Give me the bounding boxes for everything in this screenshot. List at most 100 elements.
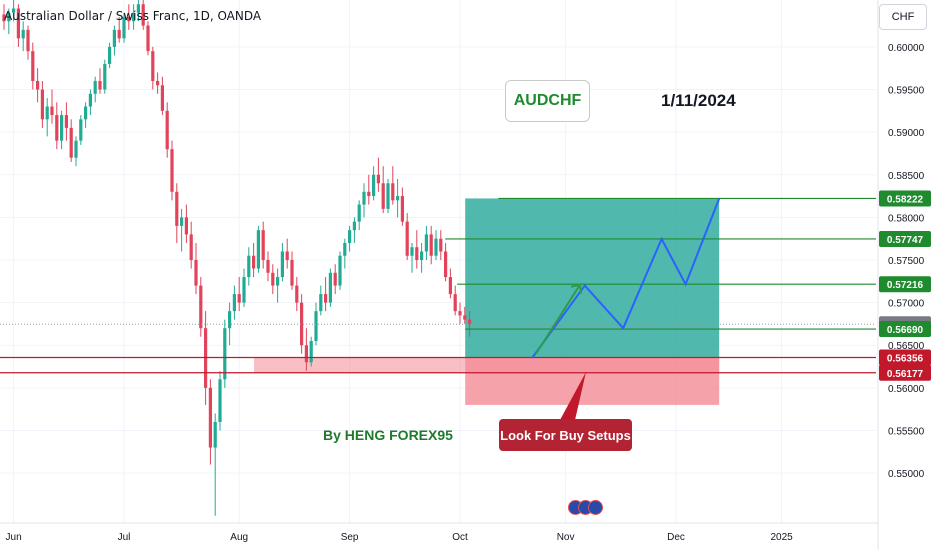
price-tag-label: 0.57747 <box>887 235 924 246</box>
candle-body <box>170 149 174 192</box>
price-tick-label: 0.58500 <box>888 171 925 182</box>
candle-body <box>117 29 121 39</box>
candle-body <box>295 285 299 303</box>
price-axis-background <box>878 0 932 550</box>
candle-body <box>386 183 390 209</box>
projection-path <box>531 198 721 420</box>
candle-body <box>319 294 323 312</box>
candle-body <box>429 234 433 256</box>
buy-setup-callout: Look For Buy Setups <box>499 419 632 451</box>
candle-body <box>184 217 188 235</box>
candle-body <box>237 294 241 303</box>
candle-body <box>40 89 44 120</box>
time-axis[interactable]: Jun Jul Aug Sep Oct Nov Dec 2025 <box>0 522 878 543</box>
candle-body <box>189 234 193 260</box>
candle-body <box>434 238 438 256</box>
candle-body <box>352 221 356 231</box>
candle-body <box>31 51 35 81</box>
time-tick-label: 2025 <box>770 532 793 543</box>
candle-body <box>247 255 251 278</box>
candle-body <box>103 63 107 90</box>
candle-body <box>64 115 68 128</box>
target-zone <box>465 198 720 358</box>
price-axis[interactable]: 0.60000 0.59500 0.59000 0.58500 0.58000 0.575… <box>877 0 932 550</box>
price-tag <box>879 276 931 293</box>
price-tick-label: 0.55500 <box>888 426 925 437</box>
candle-body <box>69 127 73 158</box>
candle-body <box>160 85 164 111</box>
candle-body <box>348 230 352 243</box>
candle-body <box>74 140 78 158</box>
candle-body <box>381 183 385 209</box>
candle-body <box>98 80 102 90</box>
candle-body <box>304 345 308 363</box>
candle-body <box>45 106 49 120</box>
candle-body <box>213 421 217 448</box>
price-tick-label: 0.57500 <box>888 256 925 267</box>
candle-body <box>21 29 25 39</box>
candle-body <box>328 272 332 303</box>
price-tick-label: 0.60000 <box>888 43 925 54</box>
candle-body <box>122 17 126 39</box>
analysis-date-label: 1/11/2024 <box>661 91 736 110</box>
time-tick-label: Jun <box>6 532 22 543</box>
candle-body <box>405 221 409 256</box>
candle-body <box>324 294 328 303</box>
time-tick-label: Aug <box>230 532 248 543</box>
price-tag <box>879 349 931 366</box>
candle-body <box>448 277 452 295</box>
candle-body <box>127 17 131 22</box>
candle-body <box>242 277 246 303</box>
candle-body <box>463 315 467 320</box>
candle-body <box>372 174 376 197</box>
bullish-arrow-head <box>570 283 582 294</box>
candle-body <box>400 196 404 222</box>
candle-body <box>410 247 414 256</box>
price-tick-label: 0.56500 <box>888 341 925 352</box>
candle-body <box>439 238 443 252</box>
candle-body <box>26 29 30 52</box>
candle-body <box>338 255 342 286</box>
candle-body <box>391 183 395 201</box>
candle-body <box>256 230 260 269</box>
candle-body <box>2 14 6 22</box>
candle-body <box>261 230 265 260</box>
price-tick-label: 0.57000 <box>888 299 925 310</box>
price-tag-label: 0.56177 <box>887 369 924 380</box>
currency-selector[interactable]: CHF <box>879 4 927 30</box>
author-label: By HENG FOREX95 <box>323 427 453 443</box>
candle-body <box>16 8 20 39</box>
price-tick-label: 0.56000 <box>888 384 925 395</box>
price-tag-label: 0.57216 <box>887 280 924 291</box>
pair-label-box: AUDCHF <box>505 80 590 122</box>
candle-body <box>199 285 203 329</box>
candle-body <box>146 25 150 52</box>
callout-pointer <box>560 372 586 420</box>
candle-body <box>357 204 361 222</box>
price-tag <box>879 321 931 338</box>
candle-body <box>223 328 227 380</box>
candle-body <box>232 294 236 312</box>
candle-body <box>175 191 179 226</box>
candle-body <box>415 247 419 260</box>
candle-body <box>376 174 380 184</box>
event-flag-icon[interactable] <box>588 500 603 515</box>
candle-body <box>12 8 16 13</box>
price-tag-label: 0.56690 <box>887 325 924 336</box>
candle-body <box>362 191 366 205</box>
projection-zigzag <box>531 198 721 359</box>
candle-body <box>228 311 232 329</box>
price-tag <box>879 230 931 247</box>
candle-body <box>194 260 198 286</box>
time-tick-label: Oct <box>452 532 468 543</box>
candle-body <box>208 387 212 448</box>
candle-body <box>333 272 337 286</box>
price-tick-label: 0.59500 <box>888 86 925 97</box>
candle-body <box>151 51 155 81</box>
candle-body <box>55 115 59 141</box>
candle-body <box>343 242 347 256</box>
candle-body <box>420 251 424 260</box>
candle-body <box>276 277 280 286</box>
candle-body <box>266 260 270 273</box>
